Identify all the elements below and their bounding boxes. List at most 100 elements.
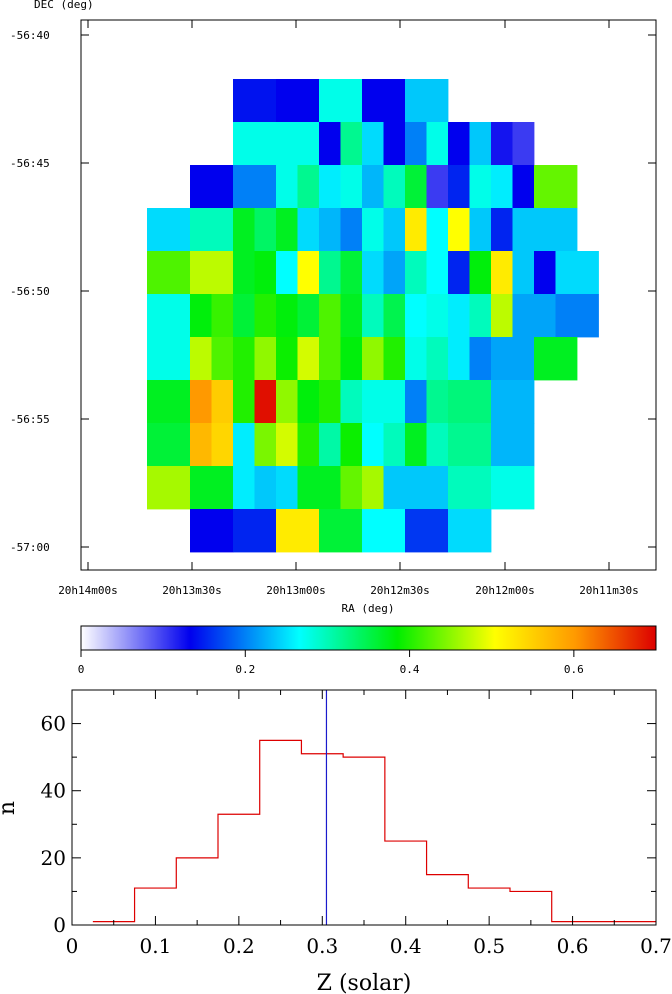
map-cell: [340, 251, 363, 295]
map-cell: [491, 294, 513, 338]
map-cell: [426, 380, 449, 424]
metallicity-map: DEC (deg) -56:40 -56:45 -56:50 -56:55 -57:00…: [10, 0, 657, 615]
map-cell: [426, 208, 449, 252]
map-cell: [276, 79, 320, 123]
map-cell: [190, 509, 234, 553]
map-cell: [405, 423, 427, 467]
map-cell: [319, 251, 341, 295]
map-cell: [383, 466, 427, 510]
map-cell: [405, 294, 427, 338]
map-x-tick-label: 20h14m00s: [58, 584, 118, 597]
map-cell: [512, 122, 535, 166]
map-x-tick-label: 20h13m00s: [266, 584, 326, 597]
map-cell: [512, 208, 535, 252]
map-cell: [211, 423, 234, 467]
map-cell: [469, 208, 492, 252]
colorbar-tick-label: 0.6: [564, 663, 584, 676]
map-cell: [534, 294, 556, 338]
map-cell: [362, 509, 406, 553]
map-cell: [426, 165, 449, 209]
map-cell: [383, 337, 406, 381]
map-cell: [147, 380, 191, 424]
map-cell: [448, 423, 492, 467]
map-cell: [426, 251, 449, 295]
map-cell: [147, 423, 191, 467]
map-cell: [426, 423, 449, 467]
hist-y-tick-label: 0: [53, 913, 66, 937]
histogram-bin: [427, 874, 469, 876]
map-cell: [190, 165, 234, 209]
map-cell: [491, 423, 535, 467]
map-cell: [190, 337, 212, 381]
map-cell: [491, 251, 513, 295]
map-cell: [405, 251, 427, 295]
hist-x-tick-label: 0.7: [640, 934, 672, 958]
map-cell: [555, 294, 599, 338]
map-cell: [362, 466, 384, 510]
map-cell: [426, 466, 449, 510]
map-cell: [448, 294, 470, 338]
map-cell: [276, 122, 320, 166]
map-cell: [147, 294, 191, 338]
histogram-bin: [552, 921, 656, 923]
map-cell: [319, 423, 341, 467]
map-cell: [276, 294, 298, 338]
map-cell: [362, 380, 406, 424]
map-x-ticks: 20h14m00s 20h13m30s 20h13m00s 20h12m30s 20h1…: [58, 20, 639, 597]
map-cell: [233, 466, 255, 510]
map-frame: [80, 19, 657, 571]
map-cell: [297, 165, 320, 209]
map-cell: [276, 165, 298, 209]
map-cell: [448, 122, 470, 166]
map-cell: [340, 208, 363, 252]
map-x-tick-label: 20h12m30s: [370, 584, 430, 597]
hist-y-tick-label: 20: [41, 846, 66, 870]
hist-y-tick-label: 40: [41, 779, 66, 803]
map-cell: [297, 380, 320, 424]
map-y-tick-label: -56:40: [10, 29, 50, 42]
map-cell: [340, 337, 363, 381]
hist-x-tick-label: 0.2: [223, 934, 255, 958]
map-cell: [233, 79, 277, 123]
hist-ylabel: n: [0, 801, 20, 815]
map-cell: [319, 337, 341, 381]
map-cell: [190, 208, 234, 252]
map-cell: [319, 79, 363, 123]
histogram-bin: [218, 813, 260, 815]
map-cell: [340, 122, 363, 166]
hist-y-tick-label: 60: [41, 712, 66, 736]
hist-x-tick-label: 0: [66, 934, 79, 958]
map-cell: [383, 423, 406, 467]
map-cell: [448, 466, 492, 510]
hist-x-tick-label: 0.3: [306, 934, 338, 958]
map-cell: [190, 423, 212, 467]
map-cell: [254, 423, 277, 467]
map-cell: [383, 165, 406, 209]
map-cell: [319, 165, 341, 209]
map-cell: [491, 122, 513, 166]
hist-x-ticks: 0 0.1 0.2 0.3 0.4 0.5 0.6 0.7: [66, 690, 672, 958]
map-cell: [276, 208, 298, 252]
map-cell: [340, 380, 363, 424]
map-cell: [254, 337, 277, 381]
map-cell: [254, 251, 277, 295]
map-cell: [276, 251, 298, 295]
map-cell: [469, 337, 492, 381]
map-cell: [233, 294, 255, 338]
histogram-bins: [92, 739, 656, 923]
map-cell: [297, 251, 320, 295]
map-cell: [233, 380, 255, 424]
map-cell: [297, 423, 320, 467]
map-cell: [276, 337, 298, 381]
map-cell: [534, 337, 578, 381]
map-cell: [319, 294, 341, 338]
map-cell: [448, 208, 470, 252]
map-cell: [147, 337, 191, 381]
hist-y-ticks: 0 20 40 60: [41, 712, 656, 937]
map-cell: [254, 208, 277, 252]
map-cell: [276, 509, 320, 553]
map-cell: [448, 337, 470, 381]
map-cell: [233, 337, 255, 381]
histogram-bin: [176, 857, 218, 859]
map-x-tick-label: 20h11m30s: [579, 584, 639, 597]
